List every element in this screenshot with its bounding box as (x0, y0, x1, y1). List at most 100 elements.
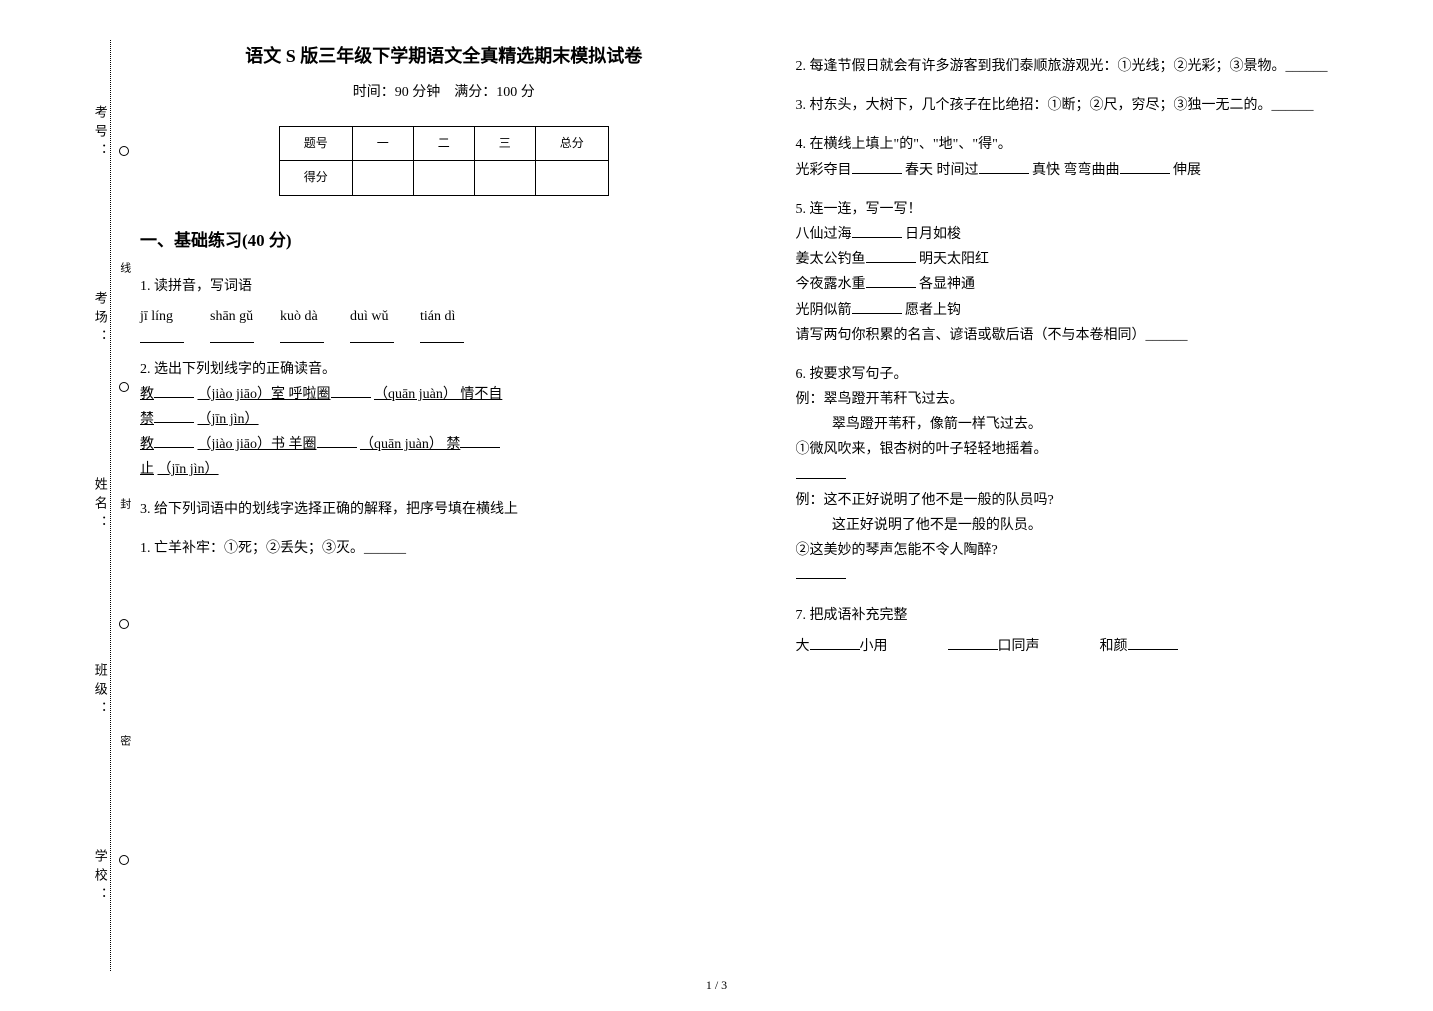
blank (852, 224, 902, 238)
th-total: 总分 (535, 126, 608, 161)
question-1: 1. 读拼音，写词语 jī líng shān gǔ kuò dà duì wǔ… (140, 274, 748, 342)
question-7: 7. 把成语补充完整 大小用 口同声 和颜 (796, 603, 1404, 659)
page-content: 语文 S 版三年级下学期语文全真精选期末模拟试卷 时间：90 分钟 满分：100… (140, 40, 1403, 673)
dotted-divider (110, 40, 111, 971)
pinyin-item: duì wǔ (350, 304, 394, 343)
q2-line2b: 止 （jīn jìn） (140, 457, 748, 482)
blank (210, 329, 254, 343)
pair-right: 日月如梭 (905, 227, 961, 242)
question-3: 3. 给下列词语中的划线字选择正确的解释，把序号填在横线上 (140, 497, 748, 522)
pinyin-options: （quān juàn） 禁 (360, 437, 460, 452)
idiom-row: 大小用 口同声 和颜 (796, 634, 1404, 659)
idiom-frag: 大 (796, 639, 810, 654)
q4-stem: 4. 在横线上填上"的"、"地"、"得"。 (796, 132, 1404, 157)
idiom-item: 和颜 (1100, 634, 1178, 659)
margin-label-school: 学校： (88, 849, 111, 906)
q3-item2: 2. 每逢节假日就会有许多游客到我们泰顺旅游观光：①光线；②光彩；③景物。___… (796, 54, 1404, 79)
underlined-char: 止 (140, 462, 154, 477)
pinyin-options: （jiào jiāo）书 羊圈 (198, 437, 317, 452)
q6-p1: ①微风吹来，银杏树的叶子轻轻地摇着。 (796, 437, 1404, 462)
blank (1120, 160, 1170, 174)
q2-line1b: 禁 （jīn jìn） (140, 407, 748, 432)
pinyin-text: kuò dà (280, 304, 318, 329)
marker-mi: 密 (114, 735, 134, 750)
q6-ex2-ans: 这正好说明了他不是一般的队员。 (796, 513, 1404, 538)
exam-subtitle: 时间：90 分钟 满分：100 分 (140, 80, 748, 105)
q7-stem: 7. 把成语补充完整 (796, 603, 1404, 628)
q6-blank (796, 463, 1404, 488)
q4-frag: 春天 时间过 (905, 163, 979, 178)
pinyin-options: （jīn jìn） (198, 412, 259, 427)
blank (420, 329, 464, 343)
question-5: 5. 连一连，写一写！ 八仙过海 日月如梭 姜太公钓鱼 明天太阳红 今夜露水重 … (796, 197, 1404, 348)
question-6: 6. 按要求写句子。 例：翠鸟蹬开苇秆飞过去。 翠鸟蹬开苇秆，像箭一样飞过去。 … (796, 362, 1404, 589)
pinyin-row: jī líng shān gǔ kuò dà duì wǔ tián dì (140, 304, 748, 343)
pinyin-item: shān gǔ (210, 304, 254, 343)
pair-right: 愿者上钩 (905, 303, 961, 318)
margin-label-examid: 考号： (88, 105, 111, 162)
marker-feng: 封 (114, 498, 134, 513)
pair-right: 各显神通 (919, 277, 975, 292)
th-label: 题号 (279, 126, 352, 161)
table-row: 题号 一 二 三 总分 (279, 126, 608, 161)
pinyin-item: tián dì (420, 304, 464, 343)
q2-line2: 教 （jiào jiāo）书 羊圈 （quān juàn） 禁 (140, 432, 748, 457)
th-col2: 二 (413, 126, 474, 161)
blank (317, 434, 357, 448)
td-cell (535, 161, 608, 196)
q4-frag: 伸展 (1173, 163, 1201, 178)
q5-pair: 光阴似箭 愿者上钩 (796, 298, 1404, 323)
q4-frag: 真快 弯弯曲曲 (1032, 163, 1120, 178)
question-2: 2. 选出下列划线字的正确读音。 教 （jiào jiāo）室 呼啦圈 （quā… (140, 357, 748, 483)
blank (350, 329, 394, 343)
q6-ex1-label: 例：翠鸟蹬开苇秆飞过去。 (796, 387, 1404, 412)
q3-item1: 1. 亡羊补牢：①死；②丢失；③灭。______ (140, 536, 748, 561)
blank (796, 565, 846, 579)
pair-left: 今夜露水重 (796, 277, 866, 292)
pinyin-options: （jīn jìn） (158, 462, 219, 477)
blank (460, 434, 500, 448)
marker-xian: 线 (114, 262, 134, 277)
th-col1: 一 (352, 126, 413, 161)
section-heading-1: 一、基础练习(40 分) (140, 226, 748, 257)
q4-line: 光彩夺目 春天 时间过 真快 弯弯曲曲 伸展 (796, 158, 1404, 183)
pinyin-text: jī líng (140, 304, 173, 329)
blank (280, 329, 324, 343)
q5-stem: 5. 连一连，写一写！ (796, 197, 1404, 222)
exam-title: 语文 S 版三年级下学期语文全真精选期末模拟试卷 (140, 40, 748, 72)
dotted-meta: 线 封 密 (114, 40, 134, 971)
pair-left: 光阴似箭 (796, 303, 852, 318)
pinyin-options: （jiào jiāo）室 呼啦圈 (198, 387, 331, 402)
q5-extra: 请写两句你积累的名言、谚语或歇后语（不与本卷相同）______ (796, 323, 1404, 348)
blank (1128, 636, 1178, 650)
q2-stem: 2. 选出下列划线字的正确读音。 (140, 357, 748, 382)
q5-pair: 今夜露水重 各显神通 (796, 272, 1404, 297)
q6-ex1-ans: 翠鸟蹬开苇秆，像箭一样飞过去。 (796, 412, 1404, 437)
th-col3: 三 (474, 126, 535, 161)
page-number: 1 / 3 (706, 975, 727, 997)
circle-icon (119, 855, 129, 865)
underlined-char: 教 (140, 437, 154, 452)
column-right: 2. 每逢节假日就会有许多游客到我们泰顺旅游观光：①光线；②光彩；③景物。___… (796, 40, 1404, 673)
pinyin-text: shān gǔ (210, 304, 253, 329)
blank (852, 160, 902, 174)
question-4: 4. 在横线上填上"的"、"地"、"得"。 光彩夺目 春天 时间过 真快 弯弯曲… (796, 132, 1404, 182)
q3-item3: 3. 村东头，大树下，几个孩子在比绝招：①断；②尺，穷尽；③独一无二的。____… (796, 93, 1404, 118)
pinyin-text: duì wǔ (350, 304, 389, 329)
q6-p2: ②这美妙的琴声怎能不令人陶醉? (796, 538, 1404, 563)
q1-stem: 1. 读拼音，写词语 (140, 274, 748, 299)
pair-right: 明天太阳红 (919, 252, 989, 267)
q5-pair: 姜太公钓鱼 明天太阳红 (796, 247, 1404, 272)
pair-left: 姜太公钓鱼 (796, 252, 866, 267)
q2-line1: 教 （jiào jiāo）室 呼啦圈 （quān juàn） 情不自 (140, 382, 748, 407)
td-label: 得分 (279, 161, 352, 196)
idiom-frag: 口同声 (998, 639, 1040, 654)
q6-ex2-label: 例：这不正好说明了他不是一般的队员吗? (796, 488, 1404, 513)
td-cell (474, 161, 535, 196)
pair-left: 八仙过海 (796, 227, 852, 242)
blank (154, 384, 194, 398)
blank (979, 160, 1029, 174)
q4-frag: 光彩夺目 (796, 163, 852, 178)
idiom-frag: 和颜 (1100, 639, 1128, 654)
table-row: 得分 (279, 161, 608, 196)
